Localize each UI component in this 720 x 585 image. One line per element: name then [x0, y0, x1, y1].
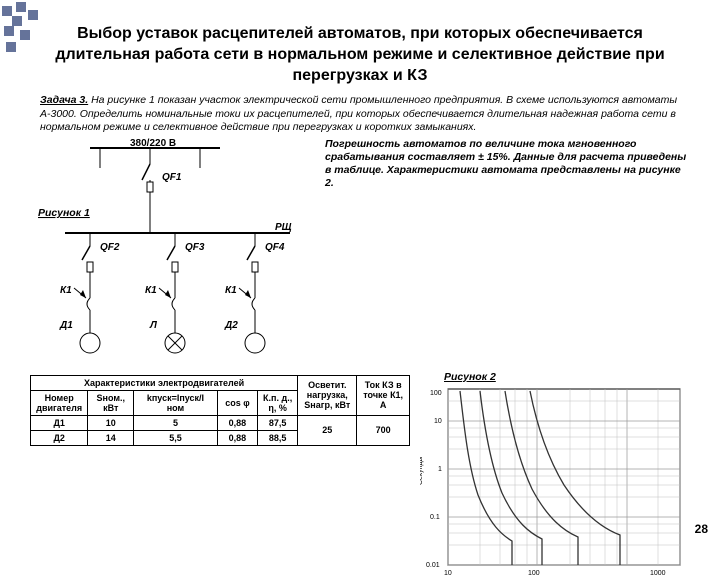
- table-caption: Характеристики электродвигателей: [31, 375, 298, 390]
- svg-text:0.01: 0.01: [426, 562, 440, 569]
- task-lead: Задача 3.: [40, 94, 88, 106]
- figure-1-circuit: 380/220 В QF1 РЩ Рисунок 1: [30, 138, 315, 373]
- col-cos: cos φ: [217, 390, 257, 415]
- svg-text:0.1: 0.1: [430, 514, 440, 521]
- svg-text:QF1: QF1: [162, 172, 182, 183]
- figure-2-wrap: Рисунок 2: [420, 371, 690, 585]
- svg-text:1: 1: [438, 466, 442, 473]
- svg-text:100: 100: [528, 570, 540, 577]
- breaker-qf1: QF1: [142, 148, 182, 198]
- svg-text:QF4: QF4: [265, 242, 285, 253]
- svg-text:1000: 1000: [650, 570, 666, 577]
- branch-qf2: QF2 К1 Д1: [59, 233, 120, 353]
- motor-table-wrap: Характеристики электродвигателей Осветит…: [30, 371, 410, 446]
- svg-text:QF3: QF3: [185, 242, 205, 253]
- svg-text:10: 10: [444, 570, 452, 577]
- col-ikz: Ток КЗ в точке К1, А: [357, 375, 410, 415]
- branch-qf4: QF4 К1 Д2: [224, 233, 285, 353]
- figure-1-label: Рисунок 1: [38, 207, 90, 219]
- svg-text:Д1: Д1: [59, 320, 73, 331]
- svg-text:100: 100: [430, 390, 442, 397]
- figure-2-chart: 10 100 1000 0.01 0.1 1 10 100 Секунды: [420, 385, 690, 580]
- task-paragraph: Задача 3. На рисунке 1 показан участок э…: [40, 94, 684, 133]
- svg-text:К1: К1: [60, 285, 72, 296]
- svg-text:К1: К1: [145, 285, 157, 296]
- col-s: Sном., кВт: [88, 390, 134, 415]
- svg-text:Д2: Д2: [224, 320, 238, 331]
- col-num: Номер двигателя: [31, 390, 88, 415]
- data-note: Погрешность автоматов по величине тока м…: [325, 138, 690, 191]
- svg-text:Секунды: Секунды: [420, 456, 424, 485]
- page-number: 28: [695, 522, 708, 536]
- figure-2-label: Рисунок 2: [444, 371, 690, 383]
- motor-table: Характеристики электродвигателей Осветит…: [30, 375, 410, 446]
- table-row: Д1 10 5 0,88 87,5 25 700: [31, 415, 410, 430]
- voltage-label: 380/220 В: [130, 138, 176, 149]
- svg-text:Л: Л: [149, 320, 158, 331]
- branch-qf3: QF3 К1 Л: [145, 233, 205, 353]
- col-kpd: К.п. д., η, %: [258, 390, 298, 415]
- col-k: kпуск=Iпуск/I ном: [134, 390, 218, 415]
- page: Выбор уставок расцепителей автоматов, пр…: [0, 0, 720, 540]
- svg-text:К1: К1: [225, 285, 237, 296]
- page-title: Выбор уставок расцепителей автоматов, пр…: [40, 24, 680, 86]
- task-text: На рисунке 1 показан участок электрическ…: [40, 94, 677, 132]
- svg-text:QF2: QF2: [100, 242, 120, 253]
- col-load: Осветит. нагрузка, Sнагр, кВт: [298, 375, 357, 415]
- svg-text:10: 10: [434, 418, 442, 425]
- svg-text:РЩ: РЩ: [275, 222, 292, 233]
